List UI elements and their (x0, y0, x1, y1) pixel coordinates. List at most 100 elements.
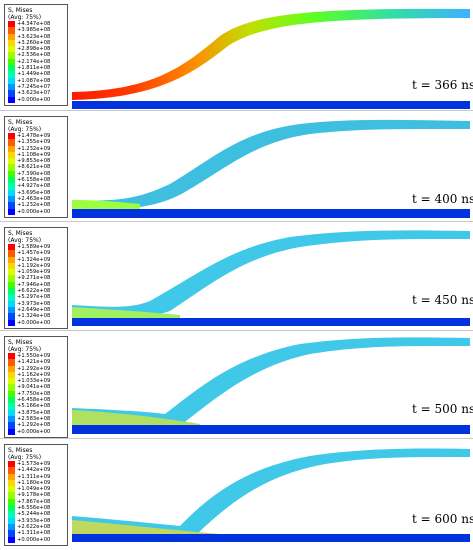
panel-separator (0, 330, 473, 331)
legend-row: +1.232e+08 (8, 202, 65, 209)
legend-value: +3.985e+08 (17, 27, 51, 34)
legend-row: +0.000e+00 (8, 96, 65, 103)
legend-row: +1.478e+09 (8, 133, 65, 140)
legend-value: +4.927e+08 (17, 183, 51, 190)
color-legend: S, Mises (Avg: 75%) +1.589e+09 +1.457e+09… (4, 227, 68, 329)
legend-row: +5.297e+08 (8, 294, 65, 301)
legend-swatch (8, 523, 15, 531)
flyer-plate (72, 448, 470, 536)
legend-rows: +1.550e+09 +1.421e+09 +1.292e+09 +1.162e+09… (8, 353, 65, 435)
legend-value: +1.324e+08 (17, 313, 51, 320)
legend-swatch (8, 83, 15, 91)
legend-value: +1.589e+09 (17, 244, 51, 250)
legend-swatch (8, 473, 15, 480)
legend-swatch (8, 33, 15, 40)
legend-row: +1.311e+08 (8, 530, 65, 537)
legend-title: S, Mises (8, 339, 33, 346)
legend-value: +7.245e+07 (17, 83, 51, 90)
legend-value: +1.049e+09 (17, 486, 51, 493)
legend-row: +7.390e+08 (8, 170, 65, 178)
legend-value: +3.260e+08 (17, 39, 51, 46)
simulation-plot (72, 337, 470, 434)
legend-row: +3.875e+08 (8, 409, 65, 416)
legend-value: +5.297e+08 (17, 294, 51, 301)
legend-value: +9.041e+08 (17, 384, 51, 391)
legend-row: +8.621e+08 (8, 164, 65, 171)
time-label: t = 400 ns (412, 192, 473, 206)
base-plate (72, 425, 470, 434)
legend-swatch (8, 52, 15, 59)
legend-value: +3.623e+08 (17, 33, 51, 40)
legend-value: +0.000e+00 (17, 319, 51, 326)
legend-swatch (8, 300, 15, 307)
legend-swatch (8, 145, 15, 152)
legend-value: +7.867e+08 (17, 498, 51, 505)
legend-swatch (8, 461, 15, 468)
impact-zone (72, 200, 140, 211)
legend-value: +6.458e+08 (17, 397, 51, 404)
legend-row: +9.853e+08 (8, 158, 65, 165)
legend-swatch (8, 183, 15, 190)
time-label: t = 450 ns (412, 293, 473, 307)
legend-value: +1.311e+09 (17, 473, 51, 480)
legend-row: +1.292e+08 (8, 422, 65, 429)
stress-panel-400ns: S, Mises (Avg: 75%) +1.478e+09 +1.355e+09… (0, 112, 473, 220)
legend-swatch (8, 313, 15, 320)
legend-row: +1.589e+09 (8, 244, 65, 251)
legend-value: +1.457e+09 (17, 250, 51, 257)
legend-swatch (8, 467, 15, 474)
simulation-plot (72, 230, 470, 326)
legend-title: S, Mises (8, 230, 33, 237)
legend-row: +0.000e+00 (8, 208, 65, 215)
legend-row: +2.583e+08 (8, 415, 65, 423)
legend-swatch (8, 275, 15, 282)
legend-row: +1.162e+09 (8, 371, 65, 379)
legend-row: +1.232e+09 (8, 145, 65, 152)
legend-row: +1.457e+09 (8, 250, 65, 257)
legend-value: +1.355e+09 (17, 139, 51, 146)
legend-value: +3.973e+08 (17, 300, 51, 307)
legend-swatch (8, 269, 15, 276)
legend-swatch (8, 319, 15, 326)
legend-title: S, Mises (8, 447, 33, 454)
stress-panel-366ns: S, Mises (Avg: 75%) +4.347e+08 +3.985e+08… (0, 0, 473, 110)
legend-swatch (8, 262, 15, 270)
legend-swatch (8, 536, 15, 543)
legend-row: +3.933e+08 (8, 517, 65, 524)
legend-swatch (8, 151, 15, 159)
legend-swatch (8, 422, 15, 429)
stress-panel-500ns: S, Mises (Avg: 75%) +1.550e+09 +1.421e+09… (0, 332, 473, 438)
legend-row: +1.292e+09 (8, 365, 65, 372)
legend-row: +1.049e+09 (8, 486, 65, 493)
legend-row: +9.041e+08 (8, 384, 65, 391)
legend-row: +1.573e+09 (8, 461, 65, 468)
legend-value: +1.421e+09 (17, 359, 51, 366)
legend-subtitle: (Avg: 75%) (8, 237, 42, 244)
base-plate (72, 101, 470, 109)
legend-swatch (8, 390, 15, 398)
legend-row: +5.244e+08 (8, 511, 65, 518)
legend-value: +3.875e+08 (17, 409, 51, 416)
legend-value: +2.649e+08 (17, 306, 51, 313)
legend-swatch (8, 498, 15, 506)
legend-row: +9.271e+08 (8, 275, 65, 282)
legend-row: +1.355e+09 (8, 139, 65, 146)
legend-swatch (8, 294, 15, 301)
simulation-plot (72, 448, 470, 542)
legend-rows: +1.573e+09 +1.442e+09 +1.311e+09 +1.180e+09… (8, 461, 65, 543)
legend-swatch (8, 306, 15, 314)
legend-value: +1.232e+09 (17, 145, 51, 152)
legend-value: +9.853e+08 (17, 158, 51, 165)
legend-subtitle: (Avg: 75%) (8, 346, 42, 353)
legend-swatch (8, 359, 15, 366)
flyer-plate (72, 119, 470, 210)
legend-rows: +4.347e+08 +3.985e+08 +3.623e+08 +3.260e+08… (8, 21, 65, 103)
legend-title: S, Mises (8, 7, 33, 14)
legend-row: +3.623e+07 (8, 90, 65, 97)
legend-row: +1.550e+09 (8, 353, 65, 360)
legend-subtitle: (Avg: 75%) (8, 454, 42, 461)
legend-swatch (8, 415, 15, 423)
legend-row: +1.059e+09 (8, 269, 65, 276)
legend-value: +1.087e+08 (17, 77, 51, 84)
legend-row: +1.311e+09 (8, 473, 65, 480)
